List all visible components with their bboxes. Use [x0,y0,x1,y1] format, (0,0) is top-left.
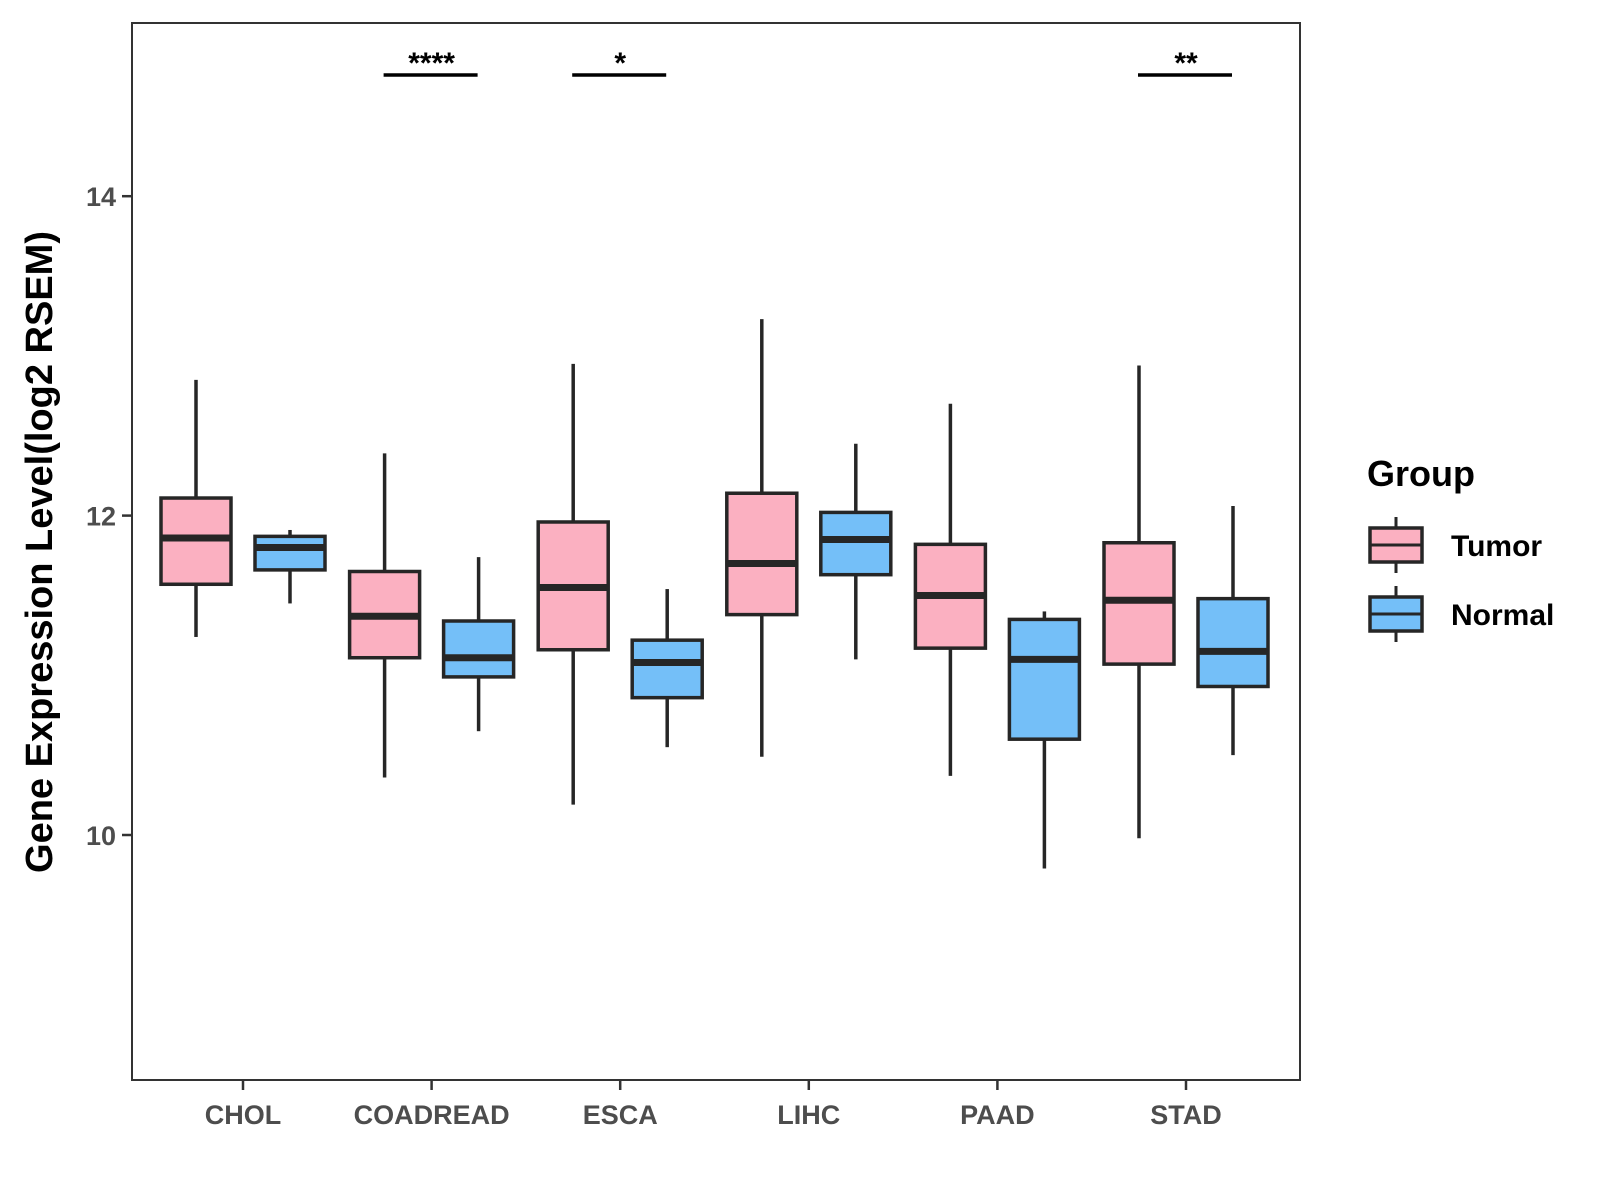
legend-title: Group [1367,453,1475,494]
box-tumor-stad [1102,365,1176,839]
box-normal-chol [253,529,327,604]
x-tick-label-coadread: COADREAD [354,1100,510,1130]
box-tumor-coadread [347,453,422,778]
box-normal-coadread [441,557,516,732]
legend-item-normal: Normal [1368,586,1554,642]
x-tick-label-chol: CHOL [205,1100,282,1130]
box-tumor-esca [536,363,610,805]
legend-label-tumor: Tumor [1451,530,1542,563]
box-normal-paad [1007,611,1082,869]
legend: Group Tumor Normal [1367,453,1554,642]
x-axis: CHOL COADREAD ESCA LIHC PAAD STAD [205,1080,1222,1130]
legend-items: Tumor Normal [1368,517,1554,642]
box-tumor-paad [913,403,988,776]
y-axis-title: Gene Expression Level(log2 RSEM) [19,231,61,873]
y-tick-label-12: 12 [86,502,116,532]
y-axis: 10 12 14 [86,182,132,851]
x-tick-label-stad: STAD [1150,1100,1222,1130]
box-body-normal-chol [253,534,327,572]
box-normal-lihc [819,443,893,660]
significance-label-stad: ** [1174,47,1198,80]
legend-key-tumor [1368,517,1424,573]
box-body-tumor-lihc [725,491,799,617]
box-body-normal-paad [1007,617,1082,741]
box-body-normal-coadread [441,619,516,679]
box-body-normal-stad [1196,596,1270,689]
box-tumor-chol [159,379,233,637]
legend-item-tumor: Tumor [1368,517,1542,573]
legend-label-normal: Normal [1451,599,1554,632]
x-tick-label-paad: PAAD [960,1100,1035,1130]
y-tick-label-14: 14 [86,182,116,212]
significance-label-esca: * [614,47,626,80]
significance-label-coadread: **** [408,47,455,80]
significance-layer: **** * ** [383,47,1232,80]
box-body-normal-lihc [819,510,893,577]
box-normal-stad [1196,506,1270,756]
box-tumor-lihc [725,319,799,757]
boxes-layer [159,319,1270,869]
y-tick-label-10: 10 [86,821,116,851]
box-normal-esca [630,589,704,748]
x-tick-label-esca: ESCA [583,1100,658,1130]
x-tick-label-lihc: LIHC [777,1100,840,1130]
legend-key-normal [1368,586,1424,642]
box-body-normal-esca [630,638,704,700]
